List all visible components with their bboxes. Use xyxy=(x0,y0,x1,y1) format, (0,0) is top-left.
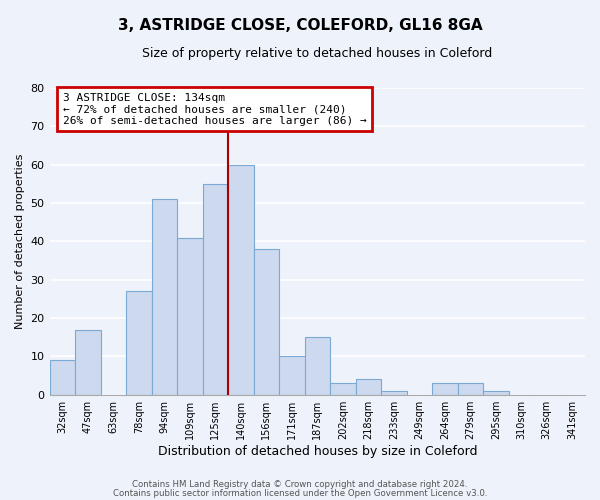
Bar xyxy=(458,383,483,394)
Bar xyxy=(279,356,305,395)
Bar xyxy=(203,184,228,394)
Bar xyxy=(483,391,509,394)
Text: Contains public sector information licensed under the Open Government Licence v3: Contains public sector information licen… xyxy=(113,488,487,498)
Bar xyxy=(254,249,279,394)
X-axis label: Distribution of detached houses by size in Coleford: Distribution of detached houses by size … xyxy=(158,444,477,458)
Bar xyxy=(381,391,407,394)
Bar xyxy=(126,291,152,395)
Text: 3, ASTRIDGE CLOSE, COLEFORD, GL16 8GA: 3, ASTRIDGE CLOSE, COLEFORD, GL16 8GA xyxy=(118,18,482,32)
Bar xyxy=(152,199,177,394)
Title: Size of property relative to detached houses in Coleford: Size of property relative to detached ho… xyxy=(142,48,493,60)
Bar xyxy=(432,383,458,394)
Bar xyxy=(305,337,330,394)
Text: Contains HM Land Registry data © Crown copyright and database right 2024.: Contains HM Land Registry data © Crown c… xyxy=(132,480,468,489)
Bar xyxy=(228,164,254,394)
Text: 3 ASTRIDGE CLOSE: 134sqm
← 72% of detached houses are smaller (240)
26% of semi-: 3 ASTRIDGE CLOSE: 134sqm ← 72% of detach… xyxy=(63,92,367,126)
Bar xyxy=(330,383,356,394)
Bar xyxy=(75,330,101,394)
Y-axis label: Number of detached properties: Number of detached properties xyxy=(15,154,25,329)
Bar xyxy=(356,380,381,394)
Bar xyxy=(177,238,203,394)
Bar xyxy=(50,360,75,394)
